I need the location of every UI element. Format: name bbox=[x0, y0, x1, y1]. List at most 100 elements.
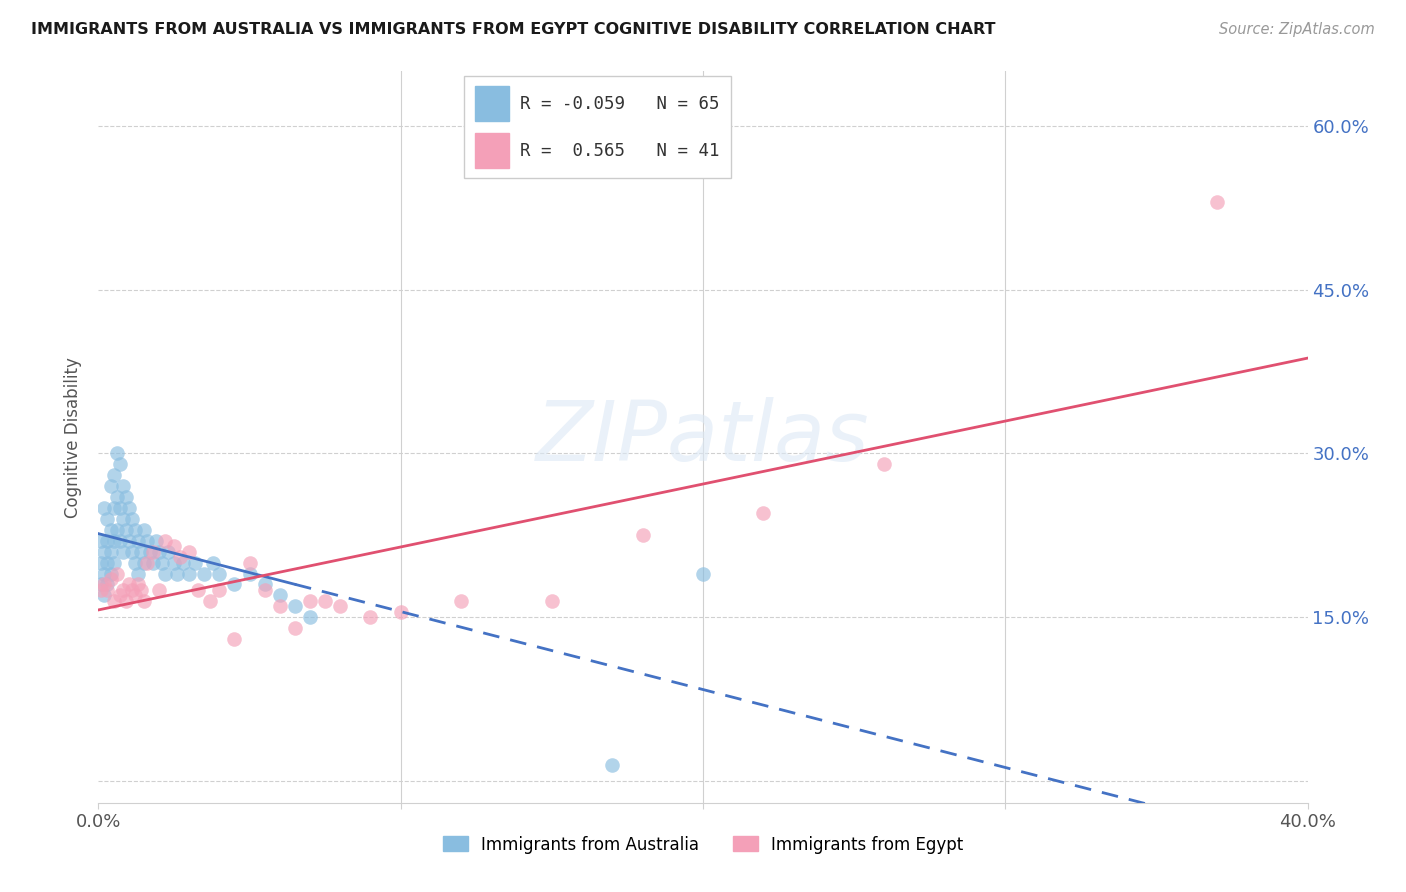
Point bbox=[602, 757, 624, 772]
Point bbox=[121, 512, 143, 526]
Point bbox=[284, 621, 307, 635]
Point bbox=[121, 582, 143, 597]
Point bbox=[114, 490, 136, 504]
Point bbox=[93, 577, 115, 591]
Point bbox=[873, 458, 896, 472]
Point bbox=[108, 588, 131, 602]
Point bbox=[114, 523, 136, 537]
Point bbox=[105, 446, 128, 460]
Point bbox=[224, 632, 246, 646]
Point bbox=[135, 533, 157, 548]
Point bbox=[540, 594, 562, 608]
Point bbox=[179, 566, 201, 581]
Point bbox=[93, 545, 115, 559]
Point bbox=[145, 533, 167, 548]
Point bbox=[108, 458, 131, 472]
Point bbox=[129, 545, 152, 559]
Point bbox=[200, 594, 222, 608]
Point bbox=[93, 501, 115, 516]
Point bbox=[96, 582, 118, 597]
Point bbox=[124, 588, 146, 602]
Point bbox=[142, 556, 165, 570]
Point bbox=[166, 566, 188, 581]
Text: R =  0.565   N = 41: R = 0.565 N = 41 bbox=[520, 142, 720, 160]
Text: IMMIGRANTS FROM AUSTRALIA VS IMMIGRANTS FROM EGYPT COGNITIVE DISABILITY CORRELAT: IMMIGRANTS FROM AUSTRALIA VS IMMIGRANTS … bbox=[31, 22, 995, 37]
Point bbox=[239, 556, 262, 570]
Point bbox=[96, 556, 118, 570]
Point bbox=[153, 533, 176, 548]
Point bbox=[100, 479, 122, 493]
Point bbox=[299, 610, 322, 624]
Point bbox=[329, 599, 352, 614]
Point bbox=[284, 599, 307, 614]
Point bbox=[148, 545, 170, 559]
Point bbox=[108, 533, 131, 548]
Point bbox=[360, 610, 382, 624]
Point bbox=[314, 594, 336, 608]
Point bbox=[118, 577, 141, 591]
Point bbox=[100, 545, 122, 559]
Point bbox=[90, 582, 112, 597]
Point bbox=[172, 556, 194, 570]
Point bbox=[148, 582, 170, 597]
Point bbox=[111, 545, 134, 559]
Legend: Immigrants from Australia, Immigrants from Egypt: Immigrants from Australia, Immigrants fr… bbox=[436, 829, 970, 860]
Text: R = -0.059   N = 65: R = -0.059 N = 65 bbox=[520, 95, 720, 112]
Point bbox=[124, 523, 146, 537]
Point bbox=[208, 582, 231, 597]
Point bbox=[752, 507, 775, 521]
Point bbox=[100, 566, 122, 581]
Bar bbox=[475, 133, 509, 168]
Point bbox=[103, 594, 125, 608]
Point bbox=[124, 556, 146, 570]
Point bbox=[389, 605, 412, 619]
Point bbox=[105, 490, 128, 504]
Point bbox=[103, 468, 125, 483]
Point bbox=[163, 556, 186, 570]
Point bbox=[111, 582, 134, 597]
Point bbox=[224, 577, 246, 591]
Point bbox=[90, 556, 112, 570]
Point bbox=[96, 512, 118, 526]
Point bbox=[96, 533, 118, 548]
Point bbox=[184, 556, 207, 570]
Point bbox=[132, 594, 155, 608]
Point bbox=[105, 523, 128, 537]
Point bbox=[132, 556, 155, 570]
Point bbox=[239, 566, 262, 581]
Point bbox=[114, 594, 136, 608]
Point bbox=[187, 582, 209, 597]
FancyBboxPatch shape bbox=[464, 76, 731, 178]
Text: Source: ZipAtlas.com: Source: ZipAtlas.com bbox=[1219, 22, 1375, 37]
Point bbox=[100, 523, 122, 537]
Point bbox=[90, 533, 112, 548]
Point bbox=[105, 566, 128, 581]
Point bbox=[127, 533, 149, 548]
Point bbox=[103, 556, 125, 570]
Point bbox=[103, 533, 125, 548]
Point bbox=[100, 572, 122, 586]
Point bbox=[139, 545, 162, 559]
Point bbox=[202, 556, 225, 570]
Point bbox=[631, 528, 654, 542]
Point bbox=[111, 479, 134, 493]
Point bbox=[96, 577, 118, 591]
Point bbox=[169, 550, 191, 565]
Point bbox=[1206, 195, 1229, 210]
Point bbox=[132, 523, 155, 537]
Point bbox=[269, 588, 291, 602]
Point bbox=[129, 582, 152, 597]
Point bbox=[450, 594, 472, 608]
Point bbox=[692, 566, 714, 581]
Point bbox=[93, 566, 115, 581]
Point bbox=[142, 545, 165, 559]
Point bbox=[90, 577, 112, 591]
Point bbox=[299, 594, 322, 608]
Bar bbox=[475, 87, 509, 121]
Point bbox=[118, 533, 141, 548]
Point bbox=[253, 582, 276, 597]
Point bbox=[127, 566, 149, 581]
Point bbox=[153, 566, 176, 581]
Point bbox=[163, 539, 186, 553]
Point bbox=[118, 501, 141, 516]
